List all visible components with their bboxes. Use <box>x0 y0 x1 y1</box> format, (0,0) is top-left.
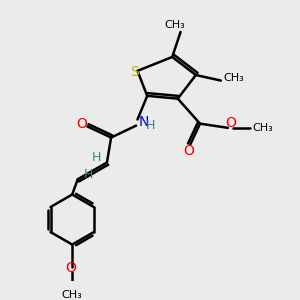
Text: O: O <box>65 261 76 275</box>
Text: CH₃: CH₃ <box>165 20 185 30</box>
Text: CH₃: CH₃ <box>252 123 273 133</box>
Text: O: O <box>76 117 87 131</box>
Text: H: H <box>92 151 101 164</box>
Text: S: S <box>130 65 139 79</box>
Text: H: H <box>84 168 93 181</box>
Text: H: H <box>146 119 155 132</box>
Text: O: O <box>184 144 194 158</box>
Text: CH₃: CH₃ <box>223 73 244 83</box>
Text: N: N <box>139 115 149 129</box>
Text: O: O <box>225 116 236 130</box>
Text: CH₃: CH₃ <box>62 290 82 300</box>
